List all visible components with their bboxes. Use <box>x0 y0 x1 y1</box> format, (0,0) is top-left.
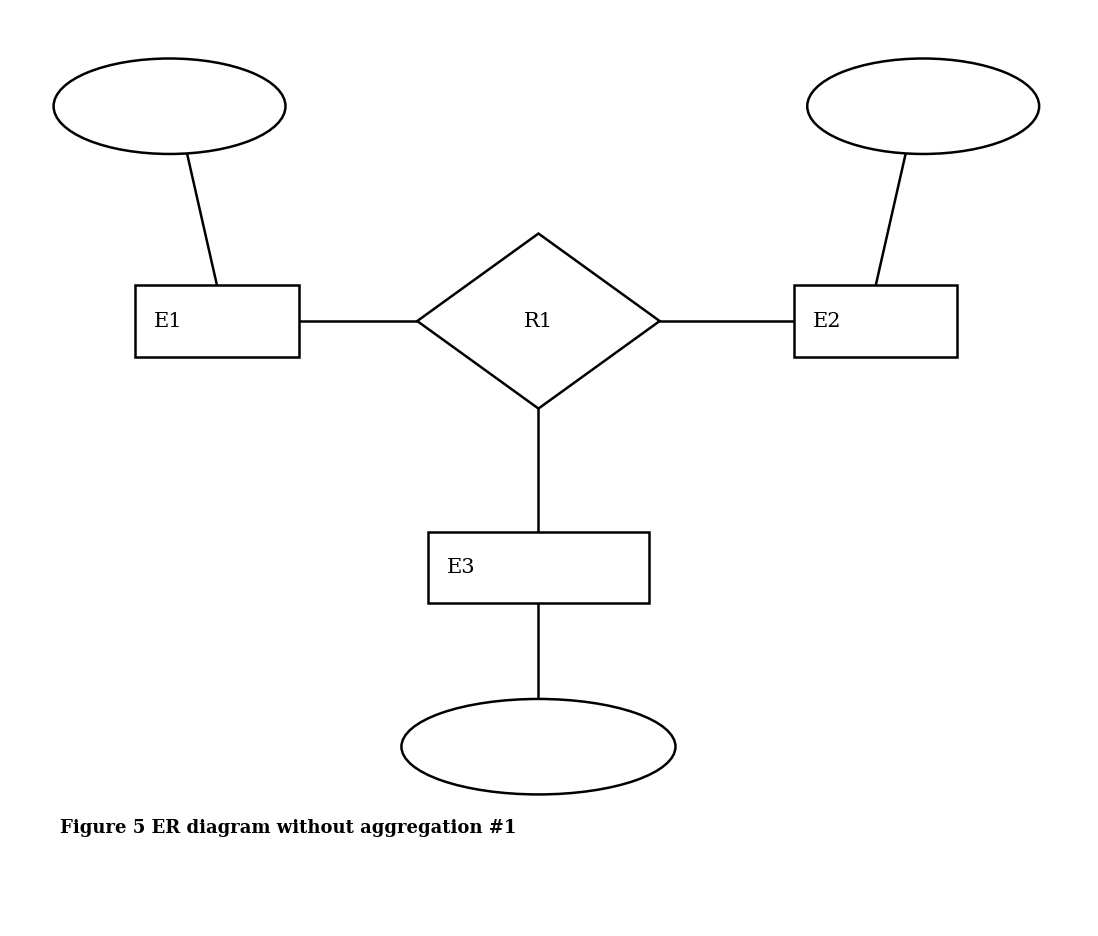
FancyBboxPatch shape <box>428 532 649 604</box>
Text: E2: E2 <box>813 312 841 330</box>
FancyBboxPatch shape <box>794 285 957 357</box>
Ellipse shape <box>402 699 675 795</box>
Ellipse shape <box>807 58 1039 154</box>
FancyBboxPatch shape <box>135 285 299 357</box>
Polygon shape <box>417 234 660 408</box>
Ellipse shape <box>54 58 285 154</box>
Text: R1: R1 <box>524 312 553 330</box>
Text: E1: E1 <box>154 312 183 330</box>
Text: Figure 5 ER diagram without aggregation #1: Figure 5 ER diagram without aggregation … <box>60 819 517 838</box>
Text: E3: E3 <box>447 558 475 578</box>
